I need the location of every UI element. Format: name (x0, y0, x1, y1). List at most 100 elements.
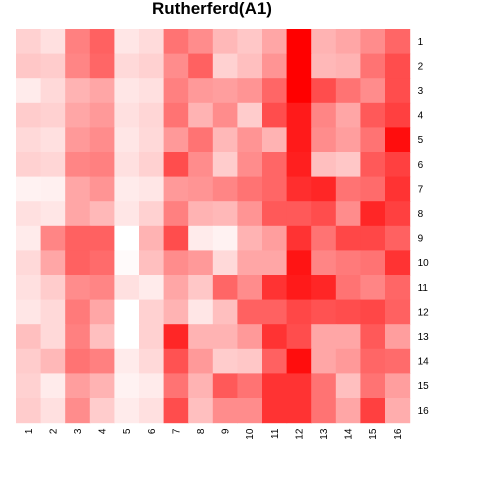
heatmap-cell-r9-c14 (335, 225, 361, 251)
heatmap-cell-r15-c1 (16, 373, 42, 399)
heatmap-cell-r5-c6 (139, 127, 165, 153)
heatmap-cell-r15-c8 (188, 373, 214, 399)
heatmap-cell-r1-c5 (114, 29, 140, 55)
x-tick-label: 12 (294, 428, 305, 440)
heatmap-cell-r5-c3 (65, 127, 91, 153)
heatmap-cell-r11-c10 (237, 275, 263, 301)
heatmap-cell-r1-c15 (360, 29, 386, 55)
heatmap-cell-r1-c10 (237, 29, 263, 55)
heatmap-cell-r14-c2 (40, 348, 66, 374)
heatmap-cell-r4-c12 (286, 102, 312, 128)
heatmap-cell-r15-c9 (212, 373, 238, 399)
y-tick-label: 8 (418, 209, 424, 220)
heatmap-cell-r14-c11 (262, 348, 288, 374)
heatmap-cell-r11-c15 (360, 275, 386, 301)
heatmap-cell-r5-c7 (163, 127, 189, 153)
heatmap-cell-r6-c13 (311, 152, 337, 178)
heatmap-cell-r14-c3 (65, 348, 91, 374)
heatmap-cell-r12-c7 (163, 299, 189, 325)
heatmap-cell-r1-c6 (139, 29, 165, 55)
heatmap-cell-r3-c13 (311, 78, 337, 104)
y-tick-label: 16 (418, 406, 430, 417)
heatmap-cell-r1-c2 (40, 29, 66, 55)
heatmap-cell-r11-c13 (311, 275, 337, 301)
heatmap-cell-r7-c12 (286, 176, 312, 202)
heatmap-cell-r6-c7 (163, 152, 189, 178)
heatmap-cell-r9-c9 (212, 225, 238, 251)
heatmap-cell-r13-c1 (16, 324, 42, 350)
heatmap-cell-r3-c4 (89, 78, 115, 104)
heatmap-cell-r1-c4 (89, 29, 115, 55)
y-tick-label: 1 (418, 37, 424, 48)
heatmap-cell-r15-c16 (385, 373, 411, 399)
heatmap-cell-r12-c15 (360, 299, 386, 325)
heatmap-cell-r10-c5 (114, 250, 140, 276)
heatmap-cell-r8-c15 (360, 201, 386, 227)
heatmap-cell-r10-c14 (335, 250, 361, 276)
heatmap-cell-r5-c9 (212, 127, 238, 153)
heatmap-cell-r9-c7 (163, 225, 189, 251)
heatmap-cell-r11-c3 (65, 275, 91, 301)
heatmap-cell-r1-c16 (385, 29, 411, 55)
heatmap-cell-r10-c8 (188, 250, 214, 276)
x-tick-label: 9 (221, 428, 232, 434)
x-tick-label: 2 (48, 428, 59, 434)
heatmap-cell-r13-c3 (65, 324, 91, 350)
heatmap-cell-r13-c16 (385, 324, 411, 350)
heatmap-cell-r16-c3 (65, 398, 91, 424)
heatmap-cell-r13-c14 (335, 324, 361, 350)
heatmap-cell-r12-c3 (65, 299, 91, 325)
x-tick-label: 15 (368, 428, 379, 440)
heatmap-cell-r1-c14 (335, 29, 361, 55)
heatmap-cell-r7-c6 (139, 176, 165, 202)
heatmap-cell-r10-c2 (40, 250, 66, 276)
heatmap-cell-r14-c12 (286, 348, 312, 374)
heatmap-cell-r15-c10 (237, 373, 263, 399)
x-tick-label: 3 (73, 428, 84, 434)
heatmap-cell-r12-c1 (16, 299, 42, 325)
heatmap-cell-r6-c14 (335, 152, 361, 178)
y-tick-label: 2 (418, 61, 424, 72)
heatmap-cell-r1-c13 (311, 29, 337, 55)
heatmap-cell-r11-c8 (188, 275, 214, 301)
heatmap-cell-r16-c9 (212, 398, 238, 424)
heatmap-cell-r3-c1 (16, 78, 42, 104)
heatmap-cell-r10-c9 (212, 250, 238, 276)
heatmap-cell-r13-c8 (188, 324, 214, 350)
heatmap-cell-r8-c7 (163, 201, 189, 227)
heatmap-cell-r2-c8 (188, 53, 214, 79)
heatmap-cell-r4-c15 (360, 102, 386, 128)
heatmap-cell-r5-c2 (40, 127, 66, 153)
heatmap-cell-r6-c2 (40, 152, 66, 178)
heatmap-cell-r8-c4 (89, 201, 115, 227)
heatmap-cell-r2-c16 (385, 53, 411, 79)
heatmap-cell-r4-c6 (139, 102, 165, 128)
heatmap-cell-r12-c14 (335, 299, 361, 325)
heatmap-cell-r14-c14 (335, 348, 361, 374)
heatmap-cell-r15-c12 (286, 373, 312, 399)
heatmap-cell-r13-c10 (237, 324, 263, 350)
heatmap-cell-r8-c13 (311, 201, 337, 227)
heatmap-cell-r11-c1 (16, 275, 42, 301)
heatmap-cell-r5-c4 (89, 127, 115, 153)
heatmap-cell-r16-c5 (114, 398, 140, 424)
y-tick-label: 4 (418, 111, 424, 122)
heatmap-cell-r4-c7 (163, 102, 189, 128)
heatmap-cell-r9-c12 (286, 225, 312, 251)
x-tick-label: 16 (393, 428, 404, 440)
heatmap-cell-r16-c14 (335, 398, 361, 424)
heatmap-cell-r12-c11 (262, 299, 288, 325)
heatmap-cell-r2-c14 (335, 53, 361, 79)
x-tick-label: 1 (24, 428, 35, 434)
heatmap-cell-r16-c12 (286, 398, 312, 424)
heatmap-cell-r14-c8 (188, 348, 214, 374)
heatmap-cell-r7-c13 (311, 176, 337, 202)
heatmap-cell-r4-c16 (385, 102, 411, 128)
heatmap-cell-r6-c11 (262, 152, 288, 178)
heatmap-cell-r16-c6 (139, 398, 165, 424)
heatmap-cell-r11-c16 (385, 275, 411, 301)
heatmap-cell-r4-c1 (16, 102, 42, 128)
heatmap-cell-r14-c9 (212, 348, 238, 374)
heatmap-cell-r6-c3 (65, 152, 91, 178)
